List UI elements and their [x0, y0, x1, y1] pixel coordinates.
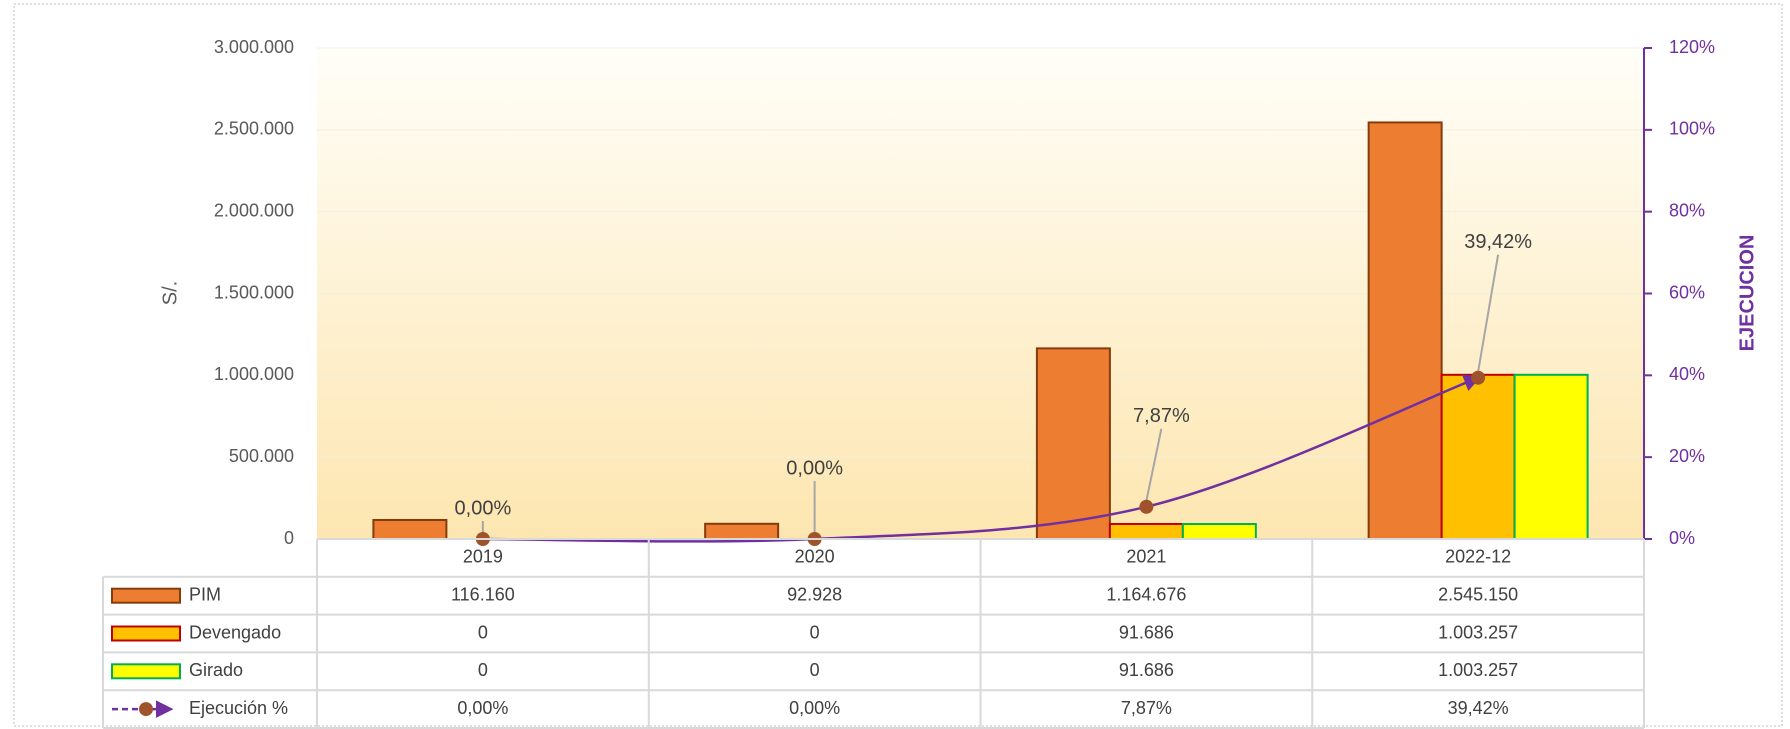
marker — [1471, 370, 1486, 385]
bar — [1367, 121, 1443, 540]
bar — [1108, 522, 1184, 541]
marker — [1139, 499, 1154, 514]
legend-label: Girado — [189, 660, 243, 680]
bar — [1513, 373, 1589, 540]
x-tick-label: 2019 — [463, 547, 503, 567]
table-cell: 1.003.257 — [1438, 660, 1518, 680]
table-cell: 91.686 — [1119, 660, 1174, 680]
legend-label: Devengado — [189, 622, 281, 642]
x-tick-label: 2021 — [1126, 547, 1166, 567]
legend-label: Ejecución % — [189, 698, 288, 718]
legend-key — [111, 587, 181, 604]
bar — [372, 518, 448, 540]
table-cell: 7,87% — [1121, 698, 1172, 718]
data-label: 7,87% — [1133, 405, 1190, 427]
x-tick-label: 2022-12 — [1445, 547, 1511, 567]
table-cell: 0 — [810, 622, 820, 642]
line — [482, 374, 1482, 543]
table-cell: 2.545.150 — [1438, 584, 1518, 604]
y2-tick-label: 40% — [1669, 364, 1705, 384]
table-cell: 0 — [478, 660, 488, 680]
table-cell: 91.686 — [1119, 622, 1174, 642]
table-cell: 92.928 — [787, 584, 842, 604]
table-cell: 116.160 — [451, 584, 515, 604]
y2-tick-label: 20% — [1669, 446, 1705, 466]
table-cell: 39,42% — [1448, 698, 1509, 718]
y-tick-label: 2.500.000 — [214, 119, 294, 139]
bar — [704, 522, 780, 540]
data-label: 0,00% — [455, 497, 512, 519]
y2-tick-label: 80% — [1669, 200, 1705, 220]
table-cell: 1.164.676 — [1106, 584, 1186, 604]
y-tick-label: 1.500.000 — [214, 282, 294, 302]
y2-axis-label: EJECUCION — [1736, 235, 1758, 352]
bar — [1035, 347, 1111, 540]
legend-label: PIM — [189, 584, 221, 604]
y2-tick-label: 120% — [1669, 37, 1715, 57]
leader-line — [1145, 428, 1163, 502]
legend-key — [111, 663, 181, 680]
table-cell: 1.003.257 — [1438, 622, 1518, 642]
table-cell: 0,00% — [457, 698, 508, 718]
leader-line — [1477, 254, 1500, 372]
y-axis-label: S/. — [159, 281, 181, 305]
y-tick-label: 2.000.000 — [214, 200, 294, 220]
y-tick-label: 500.000 — [229, 446, 294, 466]
data-label: 39,42% — [1464, 231, 1532, 253]
legend-key — [111, 625, 181, 642]
table-cell: 0,00% — [789, 698, 840, 718]
table-cell: 0 — [478, 622, 488, 642]
y2-tick-label: 100% — [1669, 119, 1715, 139]
frame — [13, 3, 1783, 727]
y-tick-label: 1.000.000 — [214, 364, 294, 384]
table-cell: 0 — [810, 660, 820, 680]
y2-tick-label: 60% — [1669, 282, 1705, 302]
legend-key-marker — [139, 702, 153, 717]
y-tick-label: 3.000.000 — [214, 37, 294, 57]
data-label: 0,00% — [786, 457, 843, 479]
y2-tick-label: 0% — [1669, 528, 1695, 548]
y-tick-label: 0 — [284, 528, 294, 548]
bar — [1440, 373, 1516, 540]
x-tick-label: 2020 — [795, 547, 835, 567]
bar — [1181, 522, 1257, 541]
